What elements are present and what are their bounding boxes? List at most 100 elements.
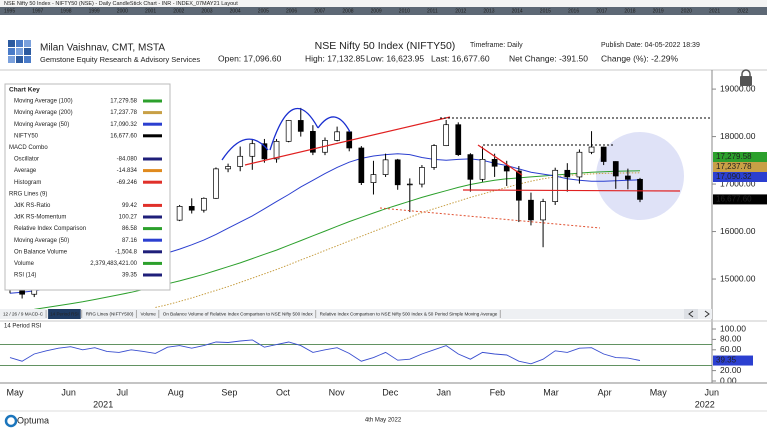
- timeline-year[interactable]: 2015: [540, 8, 551, 14]
- key-value: 2,379,483,421.00: [90, 261, 137, 267]
- series-line: [9, 339, 641, 365]
- series-line: [9, 170, 641, 313]
- timeline-year[interactable]: 2005: [258, 8, 269, 14]
- key-swatch: [143, 99, 162, 103]
- y-tick-label: 80.00: [720, 334, 742, 344]
- company: Gemstone Equity Research & Advisory Serv…: [40, 55, 200, 64]
- key-label: Moving Average (50): [14, 122, 69, 128]
- nav-arrows[interactable]: [684, 309, 710, 319]
- annotations: [221, 108, 710, 229]
- key-label: Oscillator: [14, 157, 39, 163]
- candle-body: [213, 168, 219, 199]
- timeline-year[interactable]: 1997: [32, 8, 43, 14]
- candle-body: [503, 165, 510, 172]
- timeline-year[interactable]: 2000: [117, 8, 128, 14]
- optuma-logo: [4, 414, 18, 428]
- candle-body: [588, 146, 595, 153]
- chart-key-box: [4, 83, 171, 291]
- tab-label[interactable]: RRG Lines (NIFTY500): [86, 312, 134, 317]
- key-swatch: [143, 227, 162, 231]
- timeline-year[interactable]: 2003: [201, 8, 212, 14]
- timeline-year[interactable]: 2006: [286, 8, 297, 14]
- y-tick-label: 16000.00: [720, 226, 756, 236]
- key-value: 86.58: [122, 226, 138, 232]
- key-swatch: [143, 203, 162, 207]
- timeline-year[interactable]: 2008: [342, 8, 353, 14]
- y-tick-label: 60.00: [720, 344, 742, 354]
- tab-label[interactable]: On Balance Volume of Relative Index Comp…: [163, 312, 314, 317]
- key-value: 17,237.78: [110, 110, 137, 116]
- candle-body: [491, 159, 498, 167]
- footer-date: 4th May 2022: [365, 418, 402, 424]
- high: High: 17,132.85: [305, 53, 365, 63]
- candle-body: [612, 161, 619, 177]
- publish-date: Publish Date: 04-05-2022 18:39: [601, 42, 700, 49]
- key-value: 39.35: [122, 273, 138, 279]
- x-tick-label: May: [650, 387, 668, 397]
- timeline-year[interactable]: 2014: [512, 8, 523, 14]
- candle-body: [479, 159, 486, 180]
- timeline-year[interactable]: 2001: [145, 8, 156, 14]
- timeline-year[interactable]: 2018: [624, 8, 635, 14]
- value-tag: [713, 162, 767, 172]
- key-label: JdK RS-Ratio: [14, 203, 51, 209]
- timeline-year[interactable]: 2010: [399, 8, 410, 14]
- key-value: 17,279.58: [110, 99, 137, 105]
- timeline-year[interactable]: 2007: [314, 8, 325, 14]
- timeline-bar[interactable]: [0, 7, 767, 15]
- lock-icon[interactable]: [740, 69, 752, 86]
- key-label: NIFTY50: [14, 133, 39, 139]
- tab-label[interactable]: Relative Index Comparison to NSE Nifty 5…: [320, 312, 498, 317]
- value-tag: [713, 194, 767, 205]
- timeline-year[interactable]: 2020: [681, 8, 692, 14]
- timeline-year[interactable]: 2002: [173, 8, 184, 14]
- candle-body: [249, 143, 256, 157]
- key-value: 16,677.60: [110, 133, 137, 139]
- timeline-year[interactable]: 1999: [89, 8, 100, 14]
- tabs: 12 / 26 / 9 MACD-C 14 Period RSI RRG Lines…: [3, 309, 501, 319]
- tab[interactable]: [48, 309, 81, 319]
- title-bar: [0, 0, 767, 7]
- open: Open: 17,096.60: [218, 53, 282, 63]
- key-label: RRG Lines (9): [9, 191, 47, 197]
- timeline-year[interactable]: 2017: [596, 8, 607, 14]
- timeline-year[interactable]: 2012: [455, 8, 466, 14]
- key-swatch: [143, 169, 162, 173]
- key-swatch: [143, 273, 162, 277]
- timeline-year[interactable]: 1995: [4, 8, 15, 14]
- tab-label[interactable]: Volume: [140, 312, 156, 317]
- tab-label[interactable]: 14 Period RSI: [50, 312, 79, 317]
- key-label: Average: [14, 168, 37, 174]
- candle-body: [188, 206, 195, 211]
- timeframe: Timeframe: Daily: [470, 42, 523, 49]
- x-tick-label: Dec: [382, 387, 399, 397]
- candle-body: [176, 206, 183, 221]
- key-swatch: [143, 261, 162, 265]
- timeline-year[interactable]: 2009: [371, 8, 382, 14]
- timeline-year[interactable]: 2021: [709, 8, 720, 14]
- y-tick-label: 15000.00: [720, 273, 756, 283]
- timeline-year[interactable]: 2019: [653, 8, 664, 14]
- candle-body: [370, 174, 377, 183]
- timeline-year[interactable]: 1998: [60, 8, 71, 14]
- low: Low: 16,623.95: [366, 53, 424, 63]
- candle-body: [225, 166, 231, 170]
- x-tick-label: Oct: [276, 387, 291, 397]
- timeline-year[interactable]: 2022: [737, 8, 748, 14]
- timeline-year[interactable]: 2013: [483, 8, 494, 14]
- x-tick-label: Mar: [543, 387, 559, 397]
- candle-body: [467, 154, 474, 180]
- timeline-year[interactable]: 2016: [568, 8, 579, 14]
- series-line: [155, 172, 641, 308]
- tab-label[interactable]: 12 / 26 / 9 MACD-C: [3, 312, 44, 317]
- candle-body: [455, 124, 462, 155]
- timeline-year[interactable]: 2004: [230, 8, 241, 14]
- x-year-label: 2022: [695, 399, 715, 409]
- change-pct: Change (%): -2.29%: [601, 53, 678, 63]
- candle-body: [394, 159, 401, 186]
- key-label: Moving Average (50): [14, 238, 69, 244]
- key-label: RSI (14): [14, 273, 36, 279]
- highlight-circle: [596, 132, 684, 220]
- timeline-year[interactable]: 2011: [427, 8, 438, 14]
